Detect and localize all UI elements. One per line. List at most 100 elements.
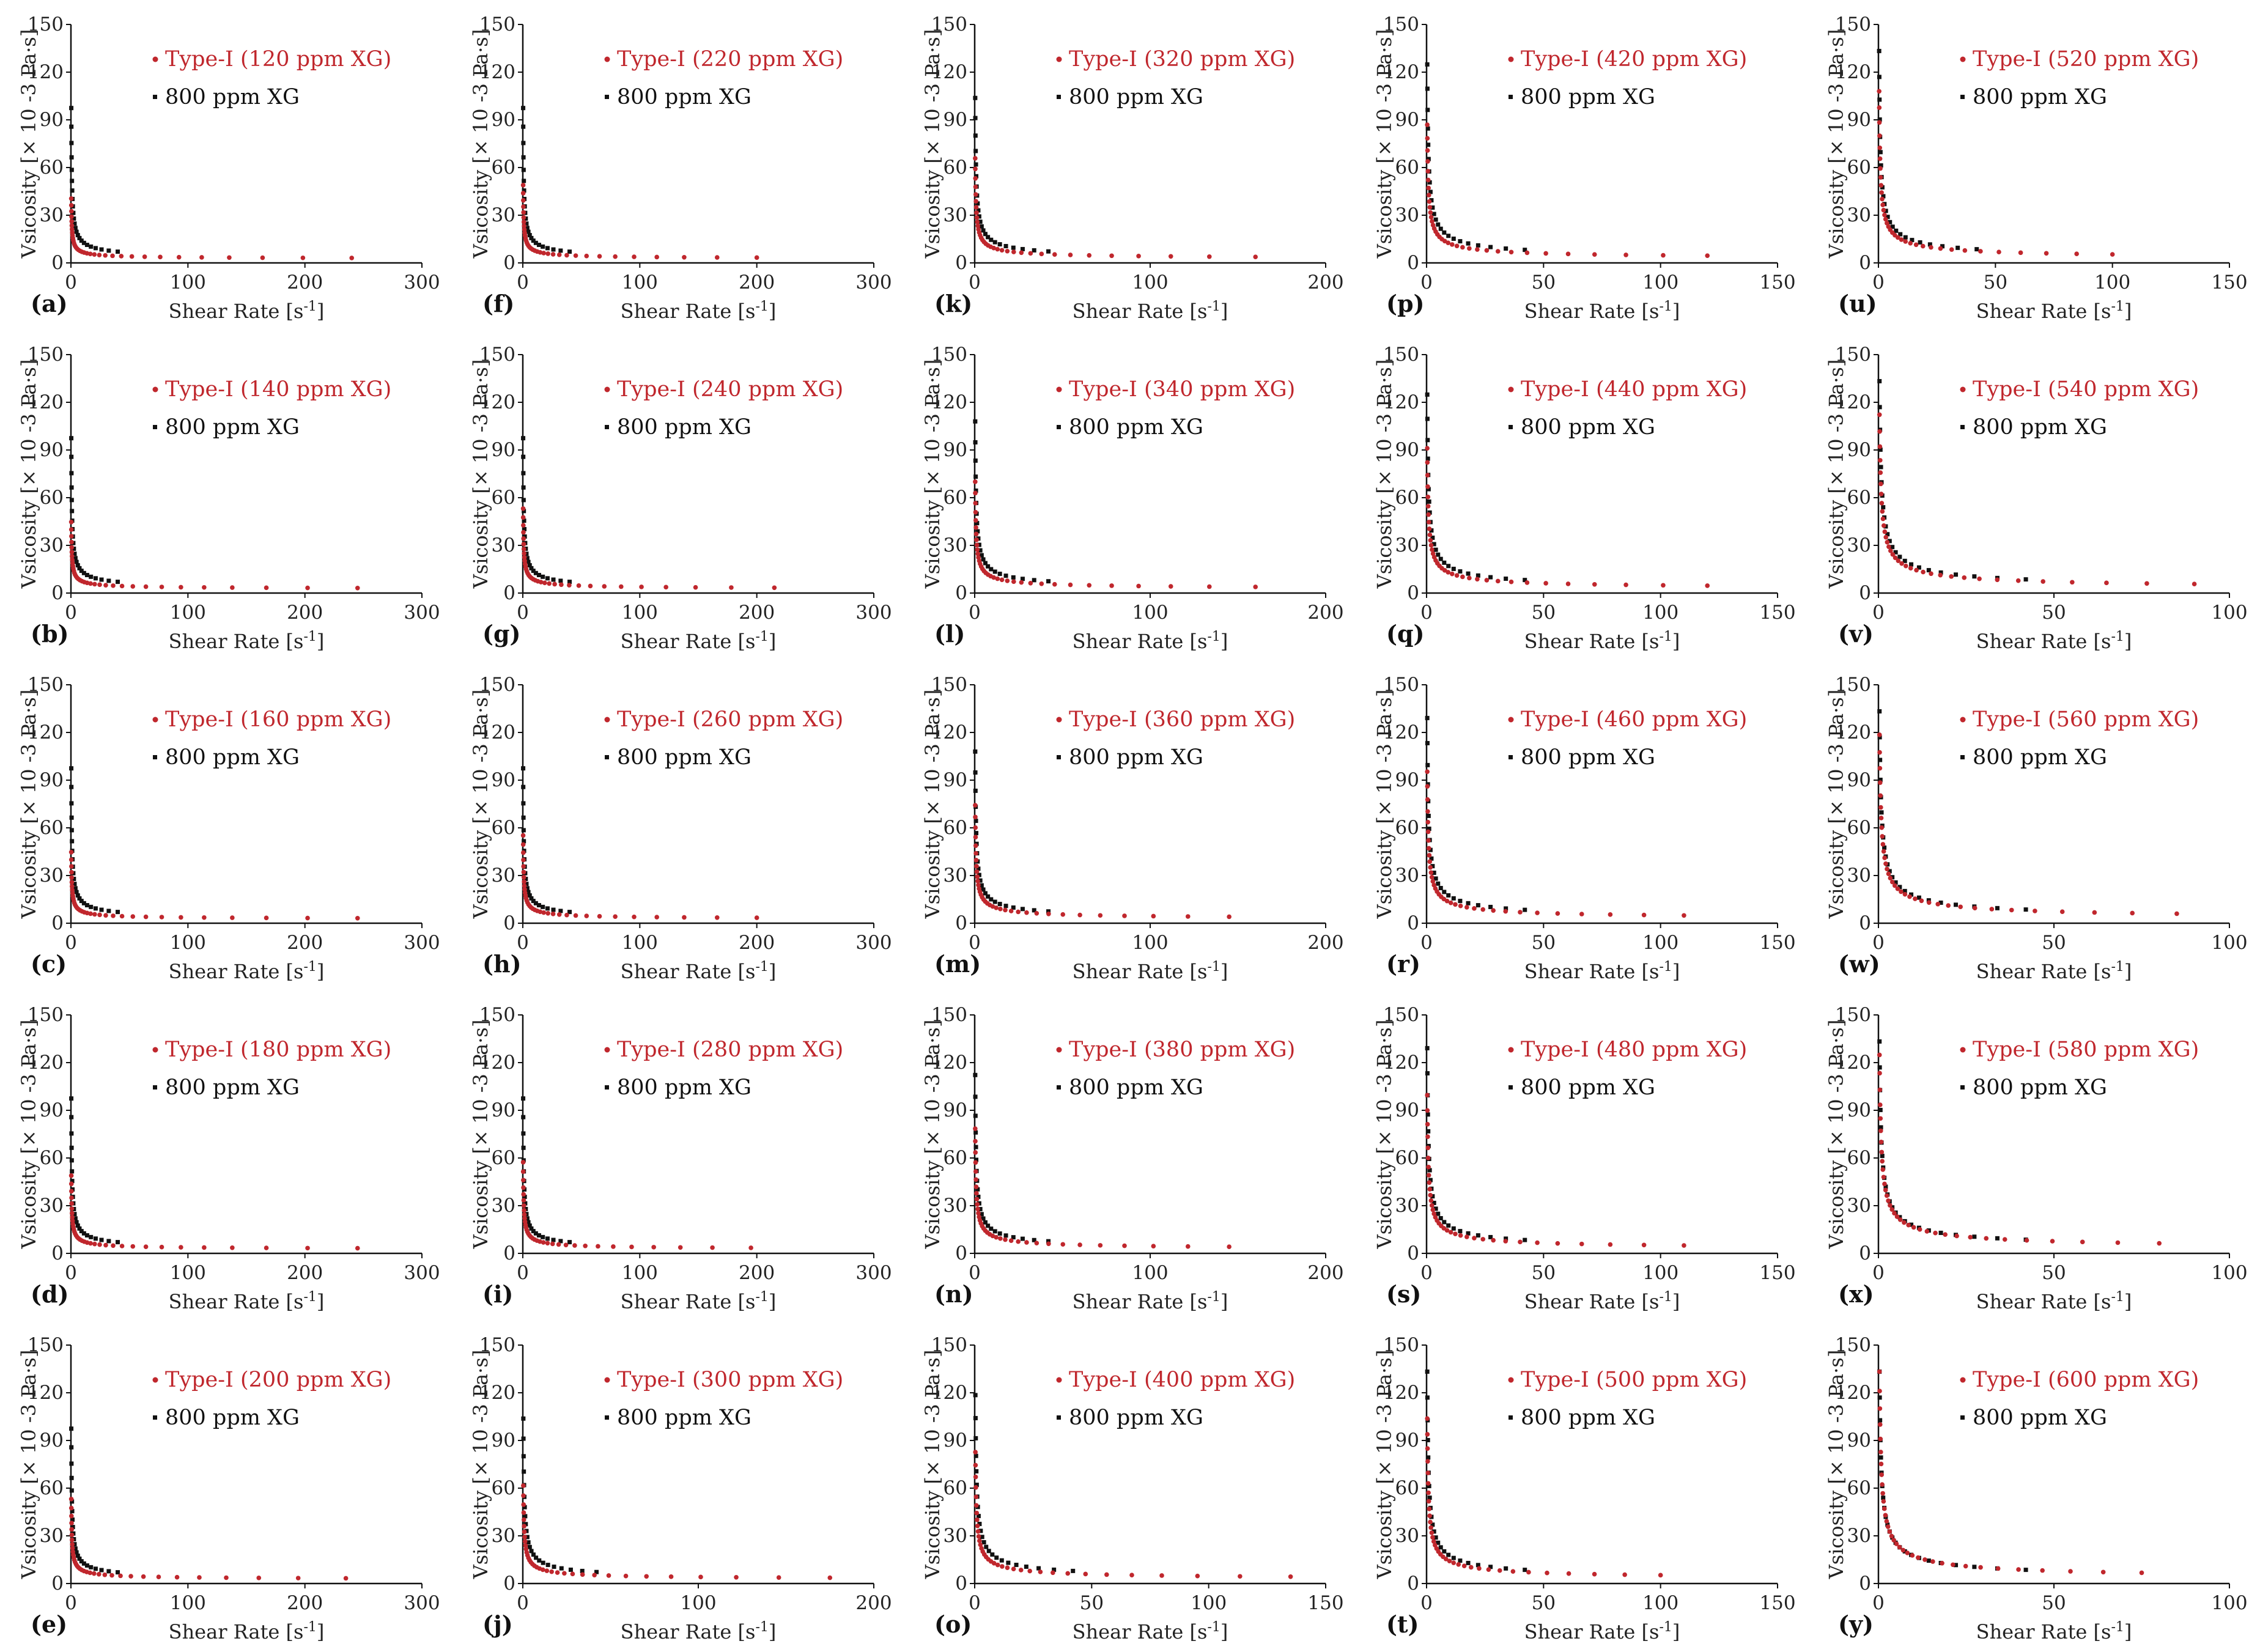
type-i-point (1453, 902, 1458, 907)
reference-point (72, 216, 76, 221)
type-i-point (1877, 412, 1882, 418)
reference-point (521, 784, 526, 789)
type-i-point (1887, 1529, 1893, 1534)
type-i-point (1425, 1122, 1430, 1127)
reference-point (983, 891, 988, 896)
y-tick-label: 90 (1395, 439, 1419, 461)
type-i-point (1429, 1203, 1435, 1208)
type-i-point (1428, 1525, 1433, 1530)
y-tick-label: 30 (40, 865, 64, 887)
reference-point (974, 1469, 979, 1473)
y-tick-label: 0 (1407, 582, 1419, 604)
reference-point (529, 1549, 534, 1554)
reference-point (79, 569, 84, 573)
reference-point (973, 116, 978, 120)
panel-label: (v) (1838, 620, 1874, 647)
legend-label-type-i: Type-I (540 ppm XG) (1973, 377, 2199, 402)
x-tick-label: 300 (855, 932, 892, 954)
reference-point (1426, 1129, 1431, 1134)
type-i-point (1454, 573, 1460, 578)
reference-point (529, 235, 534, 240)
type-i-point (978, 1542, 983, 1547)
reference-point (521, 106, 526, 111)
type-i-point (1136, 583, 1141, 589)
type-i-point (613, 254, 618, 259)
reference-point (529, 896, 534, 901)
type-i-point (973, 518, 978, 523)
type-i-point (1899, 237, 1904, 242)
type-i-point (973, 835, 978, 840)
type-i-point (264, 585, 269, 591)
type-i-point (567, 583, 572, 588)
type-i-point (1889, 879, 1895, 885)
type-i-point (522, 223, 526, 229)
type-i-point (537, 909, 543, 915)
type-i-point (522, 1215, 527, 1221)
y-axis-label: Vsicosity [× 10 -3 Pa·s] (921, 29, 944, 259)
reference-point (1032, 908, 1036, 913)
type-i-point (522, 1529, 527, 1535)
legend-label-type-i: Type-I (180 ppm XG) (165, 1038, 391, 1062)
type-i-point (1903, 239, 1908, 244)
type-i-point (678, 1245, 683, 1250)
type-i-point (521, 536, 526, 541)
legend-label-type-i: Type-I (220 ppm XG) (617, 47, 843, 72)
panel-label: (c) (31, 950, 67, 978)
reference-point (69, 766, 74, 771)
panel-label: (h) (482, 950, 522, 978)
legend-label-reference: 800 ppm XG (617, 85, 751, 109)
chart-panel: 0 30 60 90 120 150 0 50 100 150 Vsicosity [× 10 -3… (1356, 330, 1808, 660)
y-tick-label: 30 (1395, 204, 1419, 226)
type-i-point (521, 857, 526, 863)
chart-panel: 0 30 60 90 120 150 0 100 200 Vsicosity [× 10 -3 P… (904, 990, 1356, 1321)
reference-point (1020, 907, 1025, 912)
type-i-point (521, 197, 526, 203)
type-i-point (973, 1503, 979, 1508)
type-i-point (119, 913, 125, 919)
reference-point (79, 238, 84, 243)
legend-label-type-i: Type-I (260 ppm XG) (617, 707, 843, 732)
legend-marker-type-i (1960, 56, 1966, 62)
y-tick-label: 0 (1859, 1573, 1871, 1595)
y-tick-label: 120 (28, 1382, 64, 1404)
reference-point (997, 242, 1002, 247)
reference-point (1880, 1154, 1885, 1159)
y-tick-label: 120 (1383, 391, 1419, 413)
panel-label: (l) (934, 620, 965, 647)
y-tick-label: 90 (944, 439, 967, 461)
type-i-point (1426, 846, 1431, 851)
type-i-point (1253, 254, 1258, 259)
type-i-point (2110, 252, 2115, 257)
x-tick-label: 0 (65, 1592, 77, 1614)
type-i-point (1425, 1446, 1430, 1451)
y-tick-label: 120 (1835, 1382, 1871, 1404)
type-i-point (1878, 1436, 1883, 1442)
type-i-point (990, 1233, 995, 1239)
type-i-point (1880, 834, 1885, 839)
y-tick-label: 150 (479, 344, 515, 366)
type-i-point (1880, 1482, 1885, 1487)
reference-point (1898, 232, 1903, 237)
reference-point (973, 133, 978, 138)
y-tick-label: 120 (1383, 1382, 1419, 1404)
reference-point (524, 221, 529, 226)
reference-point (536, 573, 541, 578)
y-tick-label: 60 (1395, 817, 1419, 839)
x-tick-label: 0 (1872, 932, 1885, 954)
panel-label: (t) (1386, 1610, 1419, 1638)
reference-point (992, 240, 997, 245)
type-i-point (973, 1126, 978, 1131)
reference-point (523, 1201, 528, 1206)
reference-point (973, 1145, 978, 1149)
type-i-point (1579, 1241, 1584, 1247)
x-tick-label: 0 (517, 1592, 529, 1614)
type-i-point (973, 531, 979, 537)
y-tick-label: 120 (1835, 1052, 1871, 1074)
y-tick-label: 120 (28, 391, 64, 413)
reference-point (1523, 1568, 1527, 1573)
type-i-point (1894, 1214, 1900, 1219)
type-i-point (92, 1571, 97, 1576)
type-i-point (1046, 912, 1051, 916)
type-i-point (1877, 1087, 1883, 1093)
type-i-point (1087, 583, 1092, 588)
